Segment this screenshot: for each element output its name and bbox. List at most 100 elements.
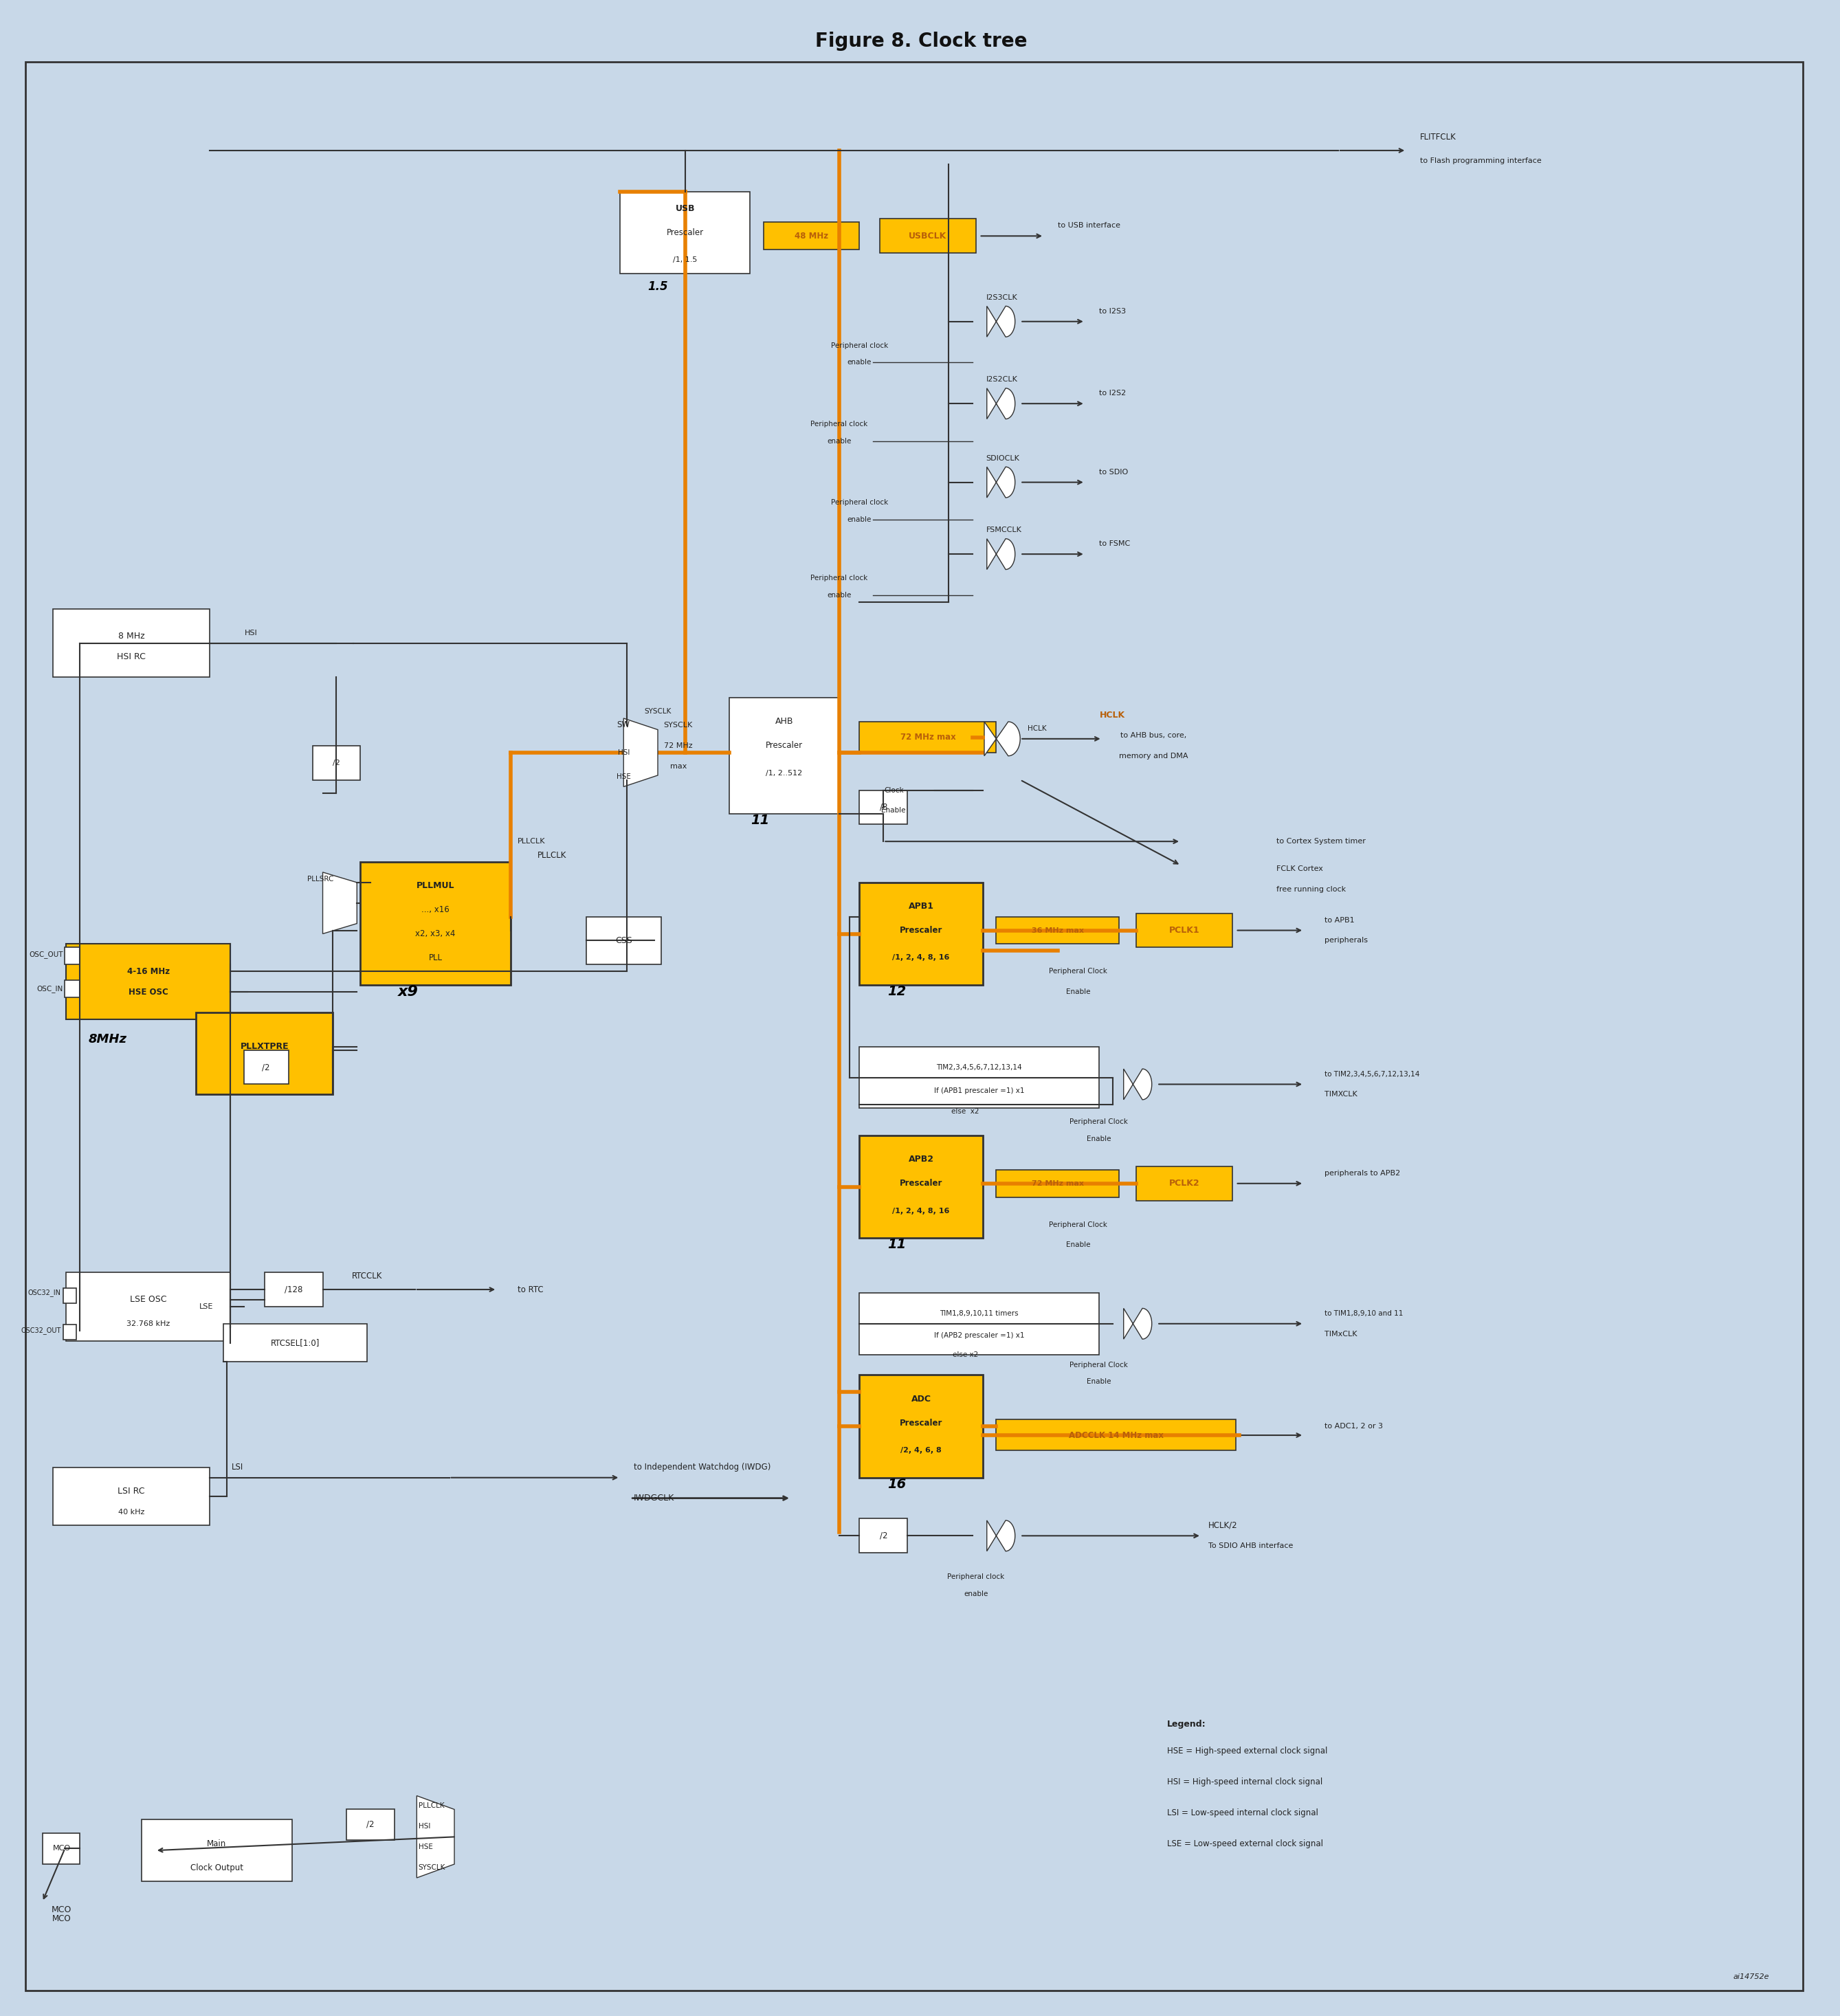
Polygon shape xyxy=(986,389,1016,419)
Text: peripherals to APB2: peripherals to APB2 xyxy=(1325,1169,1400,1177)
Text: LSE = Low-speed external clock signal: LSE = Low-speed external clock signal xyxy=(1167,1839,1323,1849)
Text: MCO: MCO xyxy=(53,1845,70,1853)
FancyBboxPatch shape xyxy=(63,1288,77,1302)
Text: else  x2: else x2 xyxy=(951,1109,979,1115)
Text: ADC: ADC xyxy=(911,1395,931,1403)
Polygon shape xyxy=(986,468,1016,498)
Text: 8 MHz: 8 MHz xyxy=(118,631,145,641)
Text: TIMxCLK: TIMxCLK xyxy=(1325,1331,1358,1337)
Text: PLLSRC: PLLSRC xyxy=(307,875,333,883)
Text: FLITFCLK: FLITFCLK xyxy=(1420,133,1457,141)
FancyBboxPatch shape xyxy=(859,1518,907,1552)
FancyBboxPatch shape xyxy=(995,917,1119,943)
Text: 48 MHz: 48 MHz xyxy=(795,232,828,240)
Text: HSE: HSE xyxy=(616,772,631,780)
Text: to ADC1, 2 or 3: to ADC1, 2 or 3 xyxy=(1325,1423,1384,1429)
Text: to USB interface: to USB interface xyxy=(1058,222,1121,230)
Text: enable: enable xyxy=(848,359,872,367)
Text: RTCCLK: RTCCLK xyxy=(351,1272,383,1280)
Text: to SDIO: to SDIO xyxy=(1098,468,1128,476)
Text: PLLMUL: PLLMUL xyxy=(416,881,454,891)
Text: USB: USB xyxy=(675,204,696,214)
Text: APB2: APB2 xyxy=(909,1155,933,1163)
Text: PLLXTPRE: PLLXTPRE xyxy=(241,1042,289,1050)
Polygon shape xyxy=(416,1796,454,1877)
FancyBboxPatch shape xyxy=(859,722,995,752)
Text: Enable: Enable xyxy=(881,806,905,814)
Text: /2, 4, 6, 8: /2, 4, 6, 8 xyxy=(900,1447,942,1454)
Text: If (APB2 prescaler =1) x1: If (APB2 prescaler =1) x1 xyxy=(935,1333,1025,1339)
Text: If (APB1 prescaler =1) x1: If (APB1 prescaler =1) x1 xyxy=(935,1089,1025,1095)
Text: /2: /2 xyxy=(261,1062,270,1073)
Text: CSS: CSS xyxy=(615,935,633,946)
FancyBboxPatch shape xyxy=(585,917,661,964)
Text: 16: 16 xyxy=(887,1478,907,1490)
Text: PCLK1: PCLK1 xyxy=(1168,925,1200,935)
Text: SW: SW xyxy=(616,720,629,730)
Text: memory and DMA: memory and DMA xyxy=(1119,752,1189,760)
Text: 1.5: 1.5 xyxy=(648,280,668,292)
FancyBboxPatch shape xyxy=(859,1135,983,1238)
Text: to Flash programming interface: to Flash programming interface xyxy=(1420,157,1542,163)
FancyBboxPatch shape xyxy=(859,790,907,825)
Text: HSI RC: HSI RC xyxy=(118,653,145,661)
FancyBboxPatch shape xyxy=(265,1272,322,1306)
Text: OSC_OUT: OSC_OUT xyxy=(29,952,63,958)
Text: Peripheral clock: Peripheral clock xyxy=(810,421,868,427)
FancyBboxPatch shape xyxy=(880,220,975,254)
Text: TIMXCLK: TIMXCLK xyxy=(1325,1091,1358,1099)
Text: Prescaler: Prescaler xyxy=(900,925,942,935)
Text: 72 MHz max: 72 MHz max xyxy=(1032,1179,1084,1187)
Text: 8MHz: 8MHz xyxy=(88,1032,127,1046)
Polygon shape xyxy=(1124,1068,1152,1099)
Text: Enable: Enable xyxy=(1065,1242,1091,1248)
FancyBboxPatch shape xyxy=(224,1325,368,1361)
Text: HCLK/2: HCLK/2 xyxy=(1209,1520,1238,1530)
Text: to APB1: to APB1 xyxy=(1325,917,1354,923)
Text: Peripheral Clock: Peripheral Clock xyxy=(1069,1119,1128,1125)
FancyBboxPatch shape xyxy=(245,1050,289,1085)
FancyBboxPatch shape xyxy=(313,746,361,780)
Text: /1, 1.5: /1, 1.5 xyxy=(673,256,697,264)
Polygon shape xyxy=(1124,1308,1152,1339)
Text: LSI RC: LSI RC xyxy=(118,1488,145,1496)
Text: ai14752e: ai14752e xyxy=(1733,1974,1768,1980)
Polygon shape xyxy=(986,1520,1016,1550)
Text: PLLCLK: PLLCLK xyxy=(517,839,545,845)
Text: /8: /8 xyxy=(880,802,887,812)
Text: HSE: HSE xyxy=(418,1843,432,1851)
Text: Peripheral clock: Peripheral clock xyxy=(832,343,889,349)
Text: TIM2,3,4,5,6,7,12,13,14: TIM2,3,4,5,6,7,12,13,14 xyxy=(937,1064,1021,1070)
Text: SDIOCLK: SDIOCLK xyxy=(986,456,1019,462)
Text: Prescaler: Prescaler xyxy=(765,742,802,750)
Polygon shape xyxy=(624,718,657,786)
Text: FSMCCLK: FSMCCLK xyxy=(986,526,1021,534)
Text: AHB: AHB xyxy=(775,718,793,726)
Text: to I2S2: to I2S2 xyxy=(1098,389,1126,397)
Text: to TIM2,3,4,5,6,7,12,13,14: to TIM2,3,4,5,6,7,12,13,14 xyxy=(1325,1070,1420,1077)
FancyBboxPatch shape xyxy=(53,1468,210,1526)
Text: 12: 12 xyxy=(887,986,907,998)
Text: PLLCLK: PLLCLK xyxy=(418,1802,443,1810)
FancyBboxPatch shape xyxy=(142,1820,293,1881)
Text: HSI: HSI xyxy=(245,629,258,637)
Text: Enable: Enable xyxy=(1065,988,1091,996)
Text: I2S2CLK: I2S2CLK xyxy=(986,377,1018,383)
Text: Clock Output: Clock Output xyxy=(190,1863,243,1873)
Text: RTCSEL[1:0]: RTCSEL[1:0] xyxy=(270,1339,320,1347)
FancyBboxPatch shape xyxy=(859,1292,1098,1355)
Text: MCO: MCO xyxy=(52,1915,72,1923)
Text: ADCCLK 14 MHz max: ADCCLK 14 MHz max xyxy=(1069,1431,1163,1439)
Text: Enable: Enable xyxy=(1087,1135,1111,1143)
Text: Peripheral Clock: Peripheral Clock xyxy=(1049,1222,1108,1228)
Text: max: max xyxy=(670,762,686,770)
Text: to AHB bus, core,: to AHB bus, core, xyxy=(1121,732,1187,738)
Text: I2S3CLK: I2S3CLK xyxy=(986,294,1018,300)
Polygon shape xyxy=(986,306,1016,337)
Text: Peripheral Clock: Peripheral Clock xyxy=(1069,1361,1128,1369)
Text: 36 MHz max: 36 MHz max xyxy=(1032,927,1084,933)
Text: OSC_IN: OSC_IN xyxy=(37,984,63,992)
Text: OSC32_OUT: OSC32_OUT xyxy=(20,1327,61,1335)
Text: /1, 2..512: /1, 2..512 xyxy=(765,770,802,776)
FancyBboxPatch shape xyxy=(66,1272,230,1341)
